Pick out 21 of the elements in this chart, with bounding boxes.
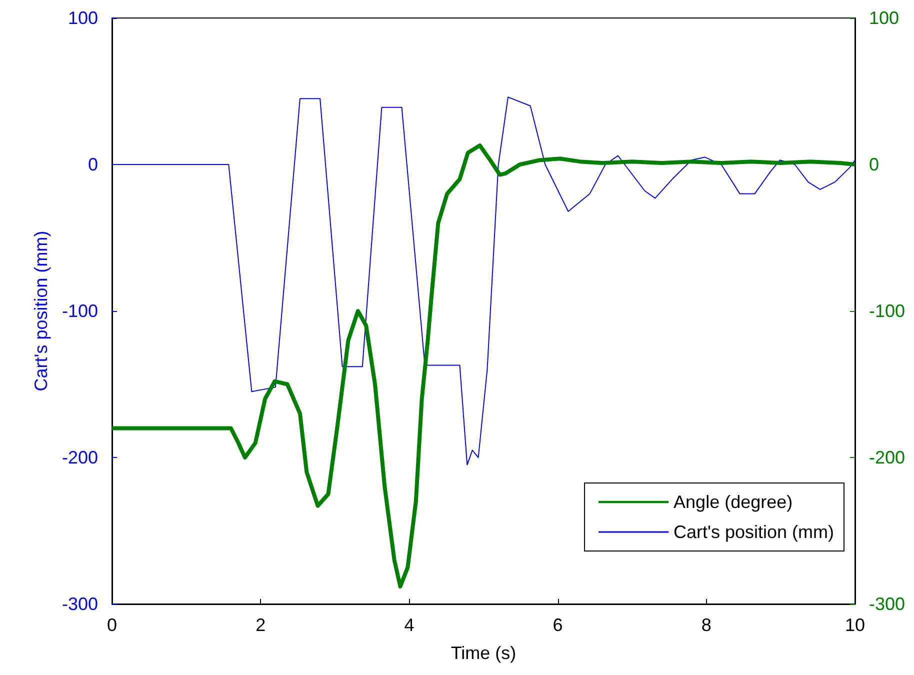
y2-tick-label: -100	[869, 301, 906, 321]
y-axis-title: Cart's position (mm)	[31, 230, 51, 392]
y2-tick-label: -200	[869, 448, 906, 468]
x-tick-label: 2	[256, 615, 266, 635]
y2-tick-label: 100	[869, 8, 900, 28]
y-tick-label: -100	[62, 301, 98, 321]
y2-tick-label: -300	[869, 594, 906, 614]
y2-tick-label: 0	[869, 154, 880, 174]
y-tick-label: -300	[62, 594, 98, 614]
y-tick-label: 100	[68, 8, 98, 28]
x-tick-label: 6	[552, 615, 563, 635]
x-tick-label: 4	[404, 615, 414, 635]
line-series	[110, 143, 857, 588]
x-axis-title: Time (s)	[450, 643, 516, 663]
y-tick-label: -200	[62, 448, 98, 468]
legend-label: Cart's position (mm)	[674, 522, 834, 542]
legend-label: Angle (degree)	[674, 492, 793, 512]
x-tick-label: 8	[701, 615, 712, 635]
x-tick-label: 0	[106, 615, 118, 635]
y-tick-label: 0	[88, 154, 98, 174]
x-tick-label: 10	[844, 615, 866, 635]
